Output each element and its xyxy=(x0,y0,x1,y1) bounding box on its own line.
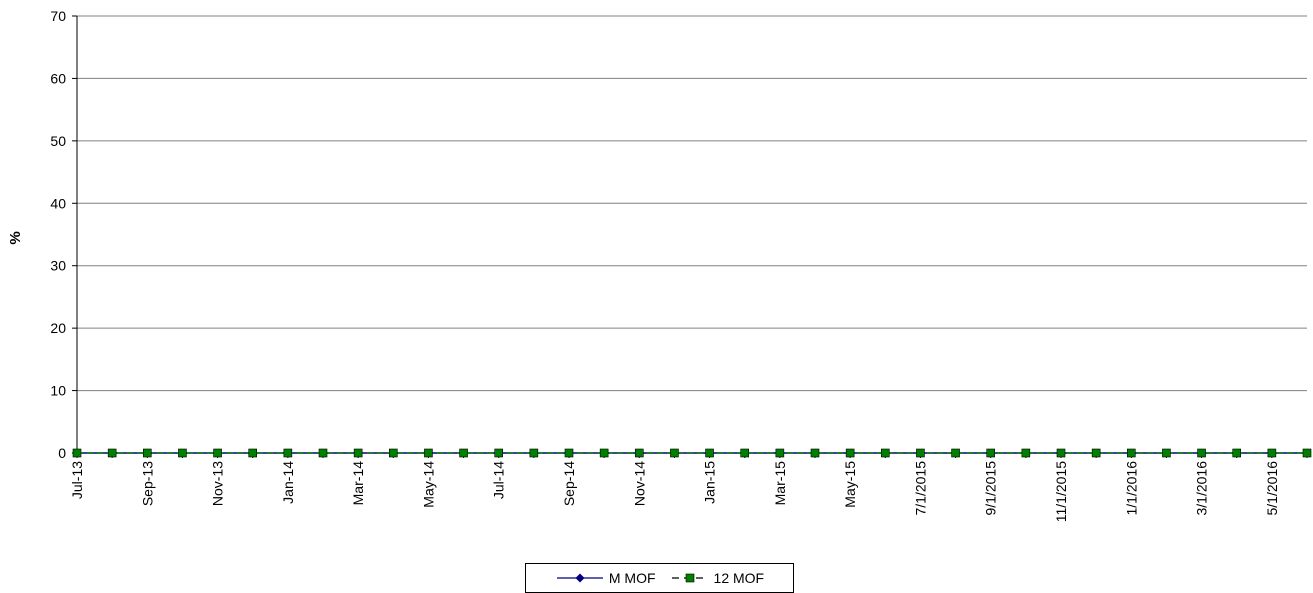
data-point xyxy=(424,448,433,458)
x-tick-label: Sep-13 xyxy=(139,461,155,506)
data-point xyxy=(213,448,222,458)
x-tick-label: 7/1/2015 xyxy=(912,461,928,516)
data-point xyxy=(1056,448,1066,458)
x-tick-label: 1/1/2016 xyxy=(1123,461,1139,516)
data-point xyxy=(880,448,890,458)
data-point xyxy=(318,448,328,458)
x-tick-label: May-14 xyxy=(420,461,436,508)
data-point xyxy=(705,448,714,458)
data-point xyxy=(72,448,82,458)
legend-swatch-12-mof xyxy=(671,573,708,583)
x-tick-label: Nov-14 xyxy=(631,461,647,506)
x-tick-label: Mar-15 xyxy=(772,461,788,506)
x-tick-label: May-15 xyxy=(842,461,858,508)
x-tick-label: Jan-15 xyxy=(702,461,718,504)
data-point xyxy=(107,448,117,458)
x-tick-label: 3/1/2016 xyxy=(1194,461,1210,516)
data-point xyxy=(951,448,960,458)
data-point xyxy=(1197,448,1206,458)
y-tick-label: 0 xyxy=(58,445,66,461)
x-tick-label: 5/1/2016 xyxy=(1264,461,1280,516)
x-tick-label: Jul-14 xyxy=(491,461,507,499)
legend-item-12-mof: 12 MOF xyxy=(670,570,765,586)
series-1 xyxy=(72,448,1312,458)
legend: M MOF 12 MOF xyxy=(525,563,794,593)
data-point xyxy=(283,448,293,458)
data-point xyxy=(1302,448,1312,458)
data-point xyxy=(986,448,996,458)
legend-label-12-mof: 12 MOF xyxy=(713,570,765,586)
data-point xyxy=(670,448,679,458)
data-point xyxy=(353,448,363,458)
y-tick-label: 30 xyxy=(50,258,66,274)
data-point xyxy=(1126,448,1136,458)
data-point xyxy=(1232,448,1242,458)
y-tick-label: 70 xyxy=(50,8,66,24)
series-layer xyxy=(72,448,1312,458)
data-point xyxy=(916,448,925,458)
y-axis: 0 10 20 30 40 50 60 70 xyxy=(50,8,78,461)
data-point xyxy=(529,448,539,458)
x-tick-label: Mar-14 xyxy=(350,461,366,506)
data-point xyxy=(564,448,574,458)
data-point xyxy=(1267,448,1277,458)
legend-item-m-mof: M MOF xyxy=(555,570,656,586)
data-point xyxy=(845,448,855,458)
y-tick-label: 50 xyxy=(50,133,66,149)
data-point xyxy=(494,448,504,458)
data-point xyxy=(459,448,468,458)
y-tick-label: 20 xyxy=(50,320,66,336)
y-axis-title: % xyxy=(7,231,24,244)
y-tick-label: 40 xyxy=(50,195,66,211)
data-point xyxy=(599,448,609,458)
data-point xyxy=(388,448,398,458)
data-point xyxy=(178,448,187,458)
data-point xyxy=(142,448,152,458)
x-axis: Jul-13 Sep-13 Nov-13 Jan-14 Mar-14 May-14 Jul-… xyxy=(69,452,1308,522)
data-point xyxy=(1021,448,1031,458)
x-tick-label: Nov-13 xyxy=(210,461,226,506)
x-tick-label: 11/1/2015 xyxy=(1053,461,1069,522)
data-point xyxy=(1091,448,1101,458)
data-point xyxy=(1162,448,1171,458)
data-point xyxy=(634,448,644,458)
x-tick-label: 9/1/2015 xyxy=(983,461,999,516)
gridlines xyxy=(77,15,1307,392)
y-tick-label: 10 xyxy=(50,383,66,399)
x-tick-label: Jul-13 xyxy=(69,461,85,499)
x-tick-label: Jan-14 xyxy=(280,461,296,504)
legend-label-m-mof: M MOF xyxy=(608,570,656,586)
y-tick-label: 60 xyxy=(50,70,66,86)
data-point xyxy=(775,448,785,458)
x-tick-label: Sep-14 xyxy=(561,461,577,506)
data-point xyxy=(248,448,258,458)
data-point xyxy=(740,448,750,458)
data-point xyxy=(810,448,820,458)
legend-swatch-m-mof xyxy=(556,573,603,583)
